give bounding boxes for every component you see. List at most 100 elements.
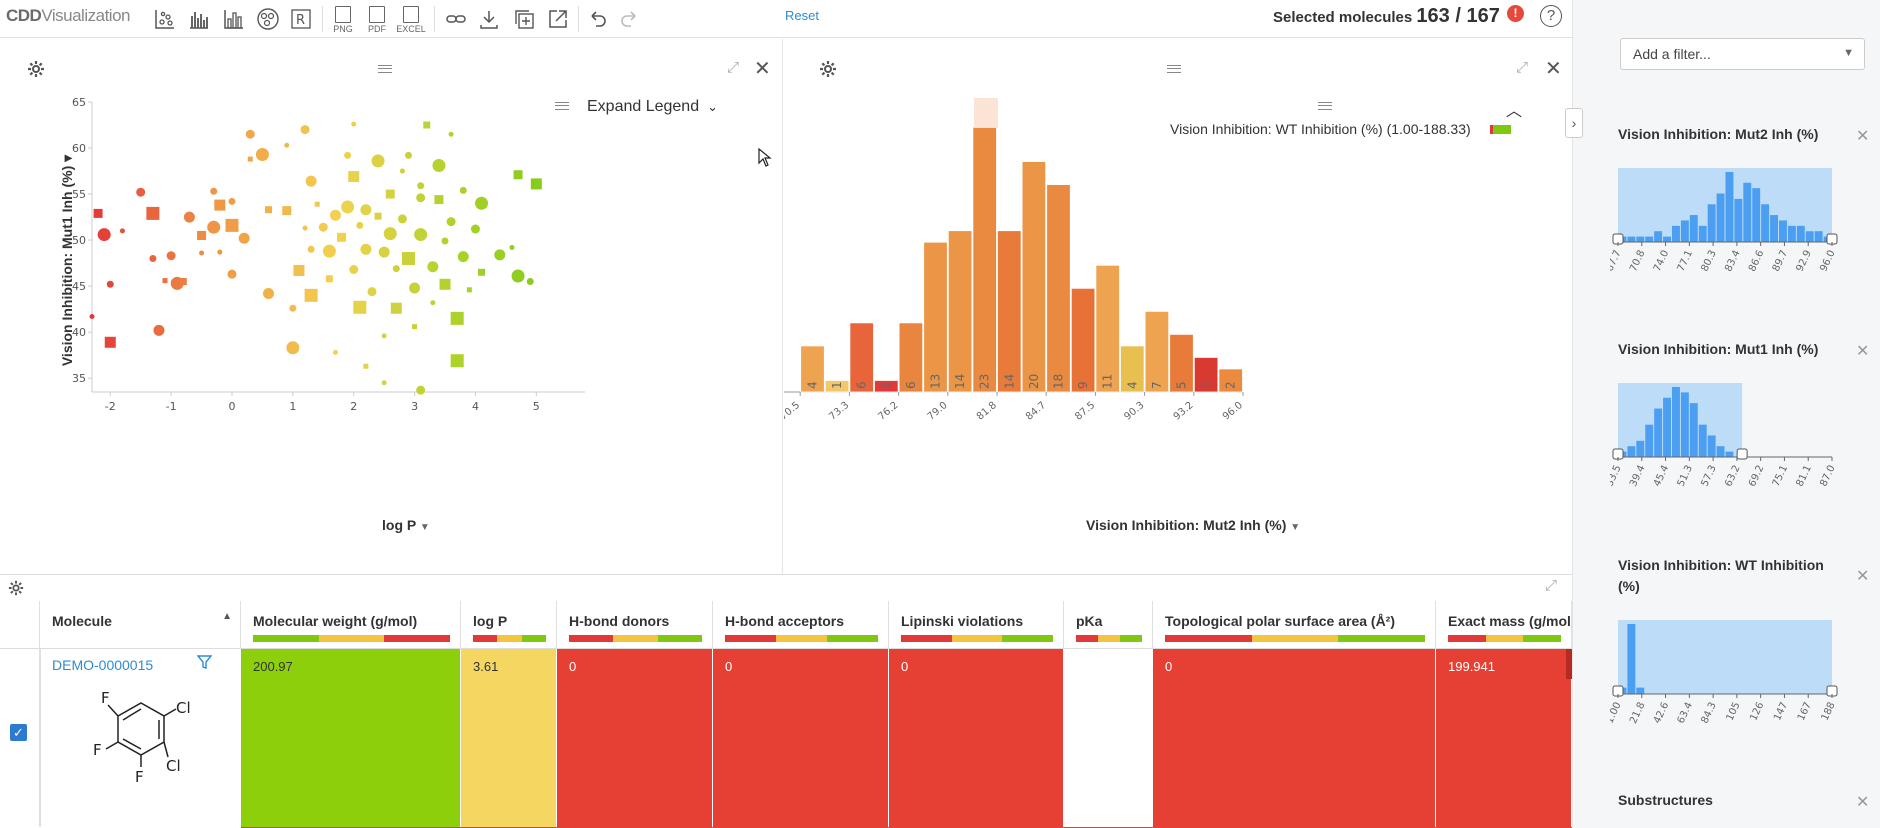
data-table: ⤢ Molecule ▲ Molecular weight (g/mol) log… (0, 574, 1572, 828)
histogram-chart[interactable]: 2416161314231420189114753267.770.573.376… (784, 39, 1572, 574)
link-icon[interactable] (443, 6, 469, 32)
column-header-lipinski[interactable]: Lipinski violations (889, 601, 1064, 649)
legend-drag-handle-icon[interactable] (555, 102, 569, 110)
histogram-bar (1169, 333, 1194, 393)
x-tick-label: 80.3 (1699, 249, 1718, 274)
data-point (183, 211, 195, 223)
data-point (416, 385, 426, 395)
warning-icon[interactable]: ! (1507, 5, 1524, 22)
data-point (423, 121, 431, 129)
legend-swatch-high (1493, 125, 1511, 134)
bar-count-label: 1 (879, 381, 893, 389)
expand-icon[interactable]: ⤢ (727, 59, 740, 76)
undo-icon[interactable] (585, 6, 611, 32)
molecule-cell (40, 649, 241, 827)
export-png-button[interactable]: PNG (328, 4, 358, 34)
histogram-bar (1645, 424, 1654, 457)
histogram-bar (1698, 424, 1707, 457)
column-header-pka[interactable]: pKa (1064, 601, 1153, 649)
column-header-molecule[interactable]: Molecule ▲ (40, 601, 241, 649)
close-icon[interactable]: ✕ (1856, 568, 1870, 585)
collapse-legend-icon[interactable]: ︿ (1506, 103, 1523, 120)
x-axis-title[interactable]: log P ▼ (382, 517, 430, 533)
scatter-plot-icon[interactable] (152, 6, 178, 32)
atom-label: Cl (166, 757, 181, 775)
column-header-hbond-donors[interactable]: H-bond donors (557, 601, 713, 649)
r-script-icon[interactable]: R (288, 6, 314, 32)
sort-icon[interactable]: ▲ (222, 611, 232, 622)
reset-link[interactable]: Reset (785, 8, 819, 23)
y-tick-label: 60 (72, 142, 86, 155)
data-point (349, 265, 359, 275)
data-point (265, 206, 273, 214)
download-icon[interactable] (476, 6, 502, 32)
data-point (353, 300, 367, 314)
column-header-logp[interactable]: log P (461, 601, 557, 649)
close-icon[interactable]: ✕ (754, 58, 771, 80)
bar-count-label: 20 (1027, 374, 1041, 389)
histogram-bar (1645, 236, 1654, 242)
legend-drag-handle-icon[interactable] (1318, 102, 1332, 110)
molecule-structure[interactable]: F Cl F Cl F (68, 689, 198, 806)
y-tick-label: 35 (72, 372, 86, 385)
row-checkbox[interactable]: ✓ (10, 724, 27, 741)
data-point (432, 159, 446, 173)
data-point (245, 129, 255, 139)
open-external-icon[interactable] (545, 6, 571, 32)
molecule-id-link[interactable]: DEMO-0000015 (52, 657, 154, 673)
help-icon[interactable]: ? (1540, 5, 1562, 27)
x-tick-label: 147 (1772, 701, 1790, 723)
y-axis-title[interactable]: Vision Inhibition: Mut1 Inh (%) ▾ (59, 154, 76, 367)
histogram-bar (997, 230, 1022, 393)
data-point (381, 333, 387, 339)
gear-icon[interactable] (819, 60, 837, 78)
close-icon[interactable]: ✕ (1856, 128, 1870, 145)
export-excel-button[interactable]: EXCEL (396, 4, 426, 34)
add-copy-icon[interactable] (511, 6, 537, 32)
x-axis-title[interactable]: Vision Inhibition: Mut2 Inh (%) ▼ (1086, 517, 1301, 533)
app-logo: CDDVisualization (6, 6, 130, 25)
column-header-hbond-acceptors[interactable]: H-bond acceptors (713, 601, 889, 649)
gear-icon[interactable] (8, 580, 24, 596)
cluster-icon[interactable] (255, 6, 281, 32)
data-point (153, 324, 165, 336)
column-header-tpsa[interactable]: Topological polar surface area (Å²) (1153, 601, 1436, 649)
drag-handle-icon[interactable] (378, 65, 392, 73)
data-point (207, 220, 221, 234)
column-header-molecular-weight[interactable]: Molecular weight (g/mol) (241, 601, 461, 649)
collapse-sidebar-button[interactable]: › (1565, 108, 1583, 138)
export-pdf-button[interactable]: PDF (362, 4, 392, 34)
data-point (214, 199, 226, 211)
x-tick-label: 96.0 (1818, 249, 1837, 274)
data-point (475, 196, 489, 210)
column-header-exact-mass[interactable]: Exact mass (g/mol (1436, 601, 1572, 649)
bar-count-label: 14 (953, 374, 967, 389)
histogram-icon[interactable] (186, 6, 212, 32)
expand-icon[interactable]: ⤢ (1545, 577, 1558, 594)
data-point (247, 156, 253, 162)
expand-legend-button[interactable]: Expand Legend ⌄ (587, 98, 719, 115)
filter-histogram-wt[interactable]: 1.00 21.8 42.6 63.4 84.3 105 126 147 167 188 (1610, 612, 1840, 752)
expand-icon[interactable]: ⤢ (1516, 59, 1529, 76)
bar-chart-icon[interactable] (221, 6, 247, 32)
histogram-bar (1680, 392, 1689, 457)
filter-title: Vision Inhibition: WT Inhibition (%) (1618, 557, 1824, 594)
data-point (404, 151, 412, 159)
bar-count-label: 6 (904, 381, 918, 389)
filter-icon[interactable] (196, 655, 213, 675)
data-point (97, 228, 111, 242)
horizontal-scrollbar[interactable] (1566, 649, 1572, 679)
close-icon[interactable]: ✕ (1856, 343, 1870, 360)
histogram-bar (1707, 435, 1716, 457)
close-icon[interactable]: ✕ (1545, 58, 1562, 80)
redo-icon[interactable] (616, 6, 642, 32)
add-filter-dropdown[interactable]: Add a filter... ▼ (1620, 38, 1865, 70)
data-point (385, 189, 395, 199)
close-icon[interactable]: ✕ (1856, 794, 1870, 811)
logp-cell: 3.61 (461, 649, 557, 827)
filter-histogram-mut1[interactable]: 33.5 39.4 45.4 51.3 57.3 63.2 69.2 75.1 81.1 87.0 (1610, 375, 1840, 515)
drag-handle-icon[interactable] (1167, 65, 1181, 73)
gear-icon[interactable] (27, 60, 45, 78)
filter-histogram-mut2[interactable]: 67.7 70.8 74.0 77.1 80.3 83.4 86.6 89.7 92.9 96.0 (1610, 160, 1840, 300)
